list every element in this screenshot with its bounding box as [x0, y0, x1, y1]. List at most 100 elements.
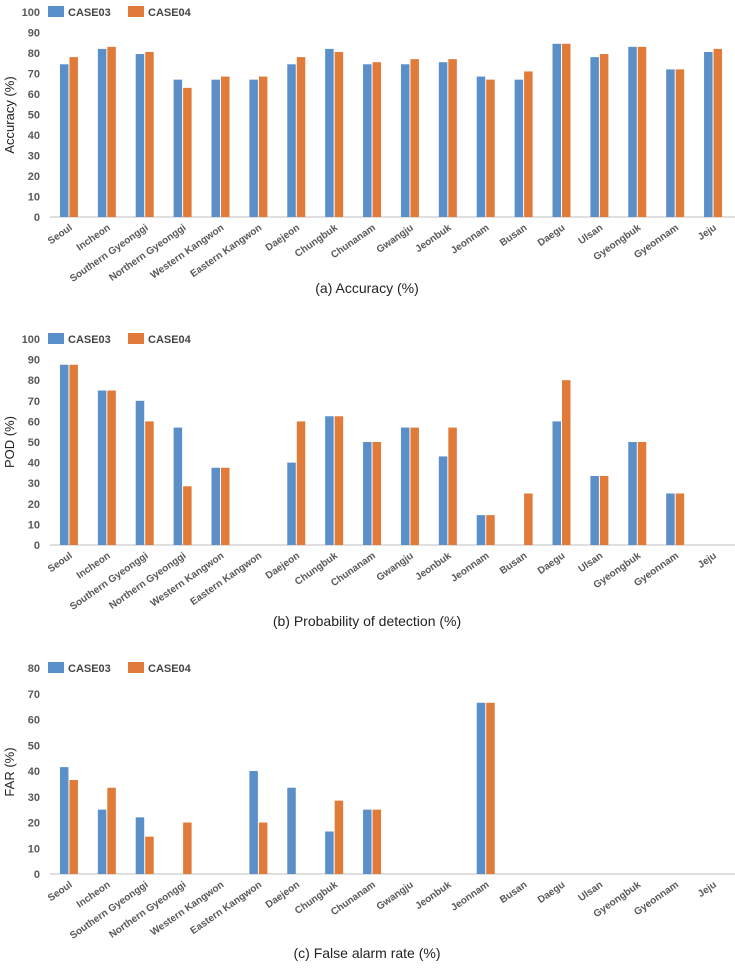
x-category-label: Eastern Kangwon — [189, 222, 265, 279]
bar-case04-incheon — [107, 787, 116, 874]
y-tick-label: 60 — [28, 416, 40, 428]
bar-case04-northern-gyeonggi — [183, 87, 192, 217]
bar-case03-daegu — [552, 421, 561, 545]
x-category-label: Seoul — [46, 222, 75, 247]
bar-case03-jeonnam — [476, 515, 486, 545]
bar-case03-gyeongbuk — [628, 46, 637, 217]
bar-case04-incheon — [107, 390, 116, 545]
bar-case03-jeonbuk — [438, 62, 448, 217]
legend-swatch-case03 — [48, 662, 64, 673]
x-category-label: Seoul — [46, 879, 75, 904]
legend-swatch-case04 — [128, 333, 144, 344]
bar-case03-seoul — [59, 364, 69, 545]
legend-swatch-case04 — [128, 662, 144, 673]
bar-case04-daejeon — [296, 57, 306, 217]
legend-label-case04: CASE04 — [148, 334, 192, 346]
y-tick-label: 40 — [28, 458, 40, 470]
bar-case04-eastern-kangwon — [258, 76, 268, 217]
y-tick-label: 70 — [28, 396, 40, 408]
bar-case04-ulsan — [599, 475, 609, 545]
bar-case03-incheon — [97, 390, 107, 545]
bar-case04-southern-gyeonggi — [145, 421, 154, 545]
bar-case04-eastern-kangwon — [258, 822, 268, 874]
bar-case04-gyeongbuk — [637, 46, 647, 217]
bar-case04-incheon — [107, 46, 116, 217]
y-axis-label: POD (%) — [2, 416, 17, 468]
y-tick-label: 80 — [28, 375, 40, 387]
y-tick-label: 50 — [28, 110, 40, 122]
y-tick-label: 50 — [28, 437, 40, 449]
x-category-label: Gwangju — [375, 222, 416, 255]
x-category-label: Jeonbuk — [414, 222, 454, 255]
bar-case03-incheon — [97, 48, 107, 218]
bar-case04-southern-gyeonggi — [145, 836, 154, 874]
x-category-label: Eastern Kangwon — [189, 550, 265, 607]
y-tick-label: 10 — [28, 843, 40, 855]
bar-case03-chungbuk — [325, 48, 334, 218]
bar-case04-jeonbuk — [448, 427, 457, 545]
bar-case03-chungbuk — [325, 416, 334, 545]
legend-label-case03: CASE03 — [68, 663, 111, 675]
x-category-label: Daegu — [536, 222, 567, 249]
x-category-label: Busan — [498, 879, 529, 906]
x-category-label: Gwangju — [375, 879, 416, 912]
x-category-label: Jeonnam — [449, 879, 491, 913]
bar-case04-ulsan — [599, 54, 609, 218]
bar-case04-seoul — [69, 364, 78, 545]
chart-caption: (c) False alarm rate (%) — [293, 945, 440, 961]
x-category-label: Jeonnam — [449, 222, 491, 256]
bar-case03-gwangju — [400, 64, 410, 218]
y-tick-label: 50 — [28, 740, 40, 752]
chart-caption: (a) Accuracy (%) — [315, 280, 418, 296]
bar-case04-daegu — [562, 43, 571, 218]
legend-swatch-case03 — [48, 6, 64, 17]
bar-case04-chungbuk — [334, 416, 344, 545]
bar-case03-gyeongbuk — [628, 442, 637, 545]
y-tick-label: 80 — [28, 48, 40, 60]
x-category-label: Jeju — [696, 222, 719, 242]
y-tick-label: 40 — [28, 766, 40, 778]
bar-case03-southern-gyeonggi — [135, 400, 145, 545]
bar-case03-southern-gyeonggi — [135, 54, 145, 218]
y-tick-label: 70 — [28, 689, 40, 701]
y-tick-label: 80 — [28, 663, 40, 675]
bar-case03-daejeon — [287, 462, 296, 545]
bar-case04-jeju — [713, 48, 723, 218]
x-category-label: Daegu — [536, 879, 567, 906]
x-category-label: Gwangju — [375, 550, 416, 583]
bar-case04-western-kangwon — [221, 76, 230, 217]
y-tick-label: 0 — [34, 212, 40, 224]
legend-swatch-case03 — [48, 333, 64, 344]
bar-case03-western-kangwon — [211, 467, 220, 545]
bar-case03-chungbuk — [325, 831, 334, 874]
x-category-label: Eastern Kangwon — [189, 879, 265, 936]
bar-case03-eastern-kangwon — [249, 79, 258, 218]
bar-case03-ulsan — [590, 475, 599, 545]
chart-caption: (b) Probability of detection (%) — [273, 613, 461, 629]
bar-case03-busan — [514, 79, 524, 218]
bar-case04-daegu — [562, 380, 571, 545]
bar-case04-jeonbuk — [448, 59, 457, 218]
bar-case03-gyeonnam — [666, 69, 675, 218]
bar-case03-ulsan — [590, 57, 599, 217]
bar-case04-gyeonnam — [675, 493, 685, 545]
legend-label-case04: CASE04 — [148, 7, 192, 19]
x-category-label: Ulsan — [576, 879, 605, 904]
y-tick-label: 10 — [28, 519, 40, 531]
x-category-label: Jeonbuk — [414, 879, 454, 912]
bar-case03-western-kangwon — [211, 79, 220, 218]
bar-case04-chunanam — [372, 809, 382, 874]
bar-case04-northern-gyeonggi — [183, 822, 192, 874]
bar-case03-daejeon — [287, 787, 296, 874]
legend-label-case03: CASE03 — [68, 7, 111, 19]
bar-case04-chunanam — [372, 62, 382, 217]
legend-label-case04: CASE04 — [148, 663, 192, 675]
bar-case04-western-kangwon — [221, 467, 230, 545]
bar-case03-incheon — [97, 809, 107, 874]
bar-case04-chungbuk — [334, 800, 344, 874]
y-tick-label: 100 — [22, 7, 40, 19]
bar-case04-seoul — [69, 780, 78, 874]
y-tick-label: 90 — [28, 28, 40, 40]
bar-case04-chungbuk — [334, 51, 344, 217]
